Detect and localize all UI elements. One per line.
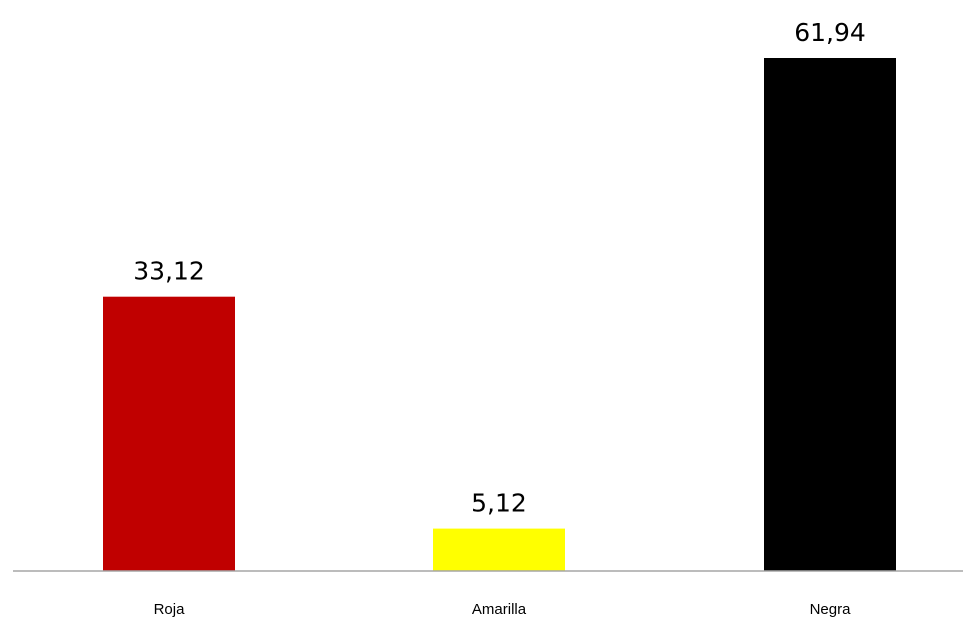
bar-negra	[764, 58, 896, 571]
bars-group	[103, 58, 896, 571]
category-label-negra: Negra	[810, 601, 852, 618]
value-label-amarilla: 5,12	[471, 489, 527, 518]
value-label-negra: 61,94	[794, 18, 866, 47]
value-labels-group: 33,12 5,12 61,94	[133, 18, 866, 518]
value-label-roja: 33,12	[133, 257, 205, 286]
category-label-roja: Roja	[154, 601, 186, 618]
category-label-amarilla: Amarilla	[472, 601, 527, 618]
bar-amarilla	[433, 528, 565, 571]
bar-roja	[103, 296, 235, 571]
category-labels-group: Roja Amarilla Negra	[154, 601, 852, 618]
